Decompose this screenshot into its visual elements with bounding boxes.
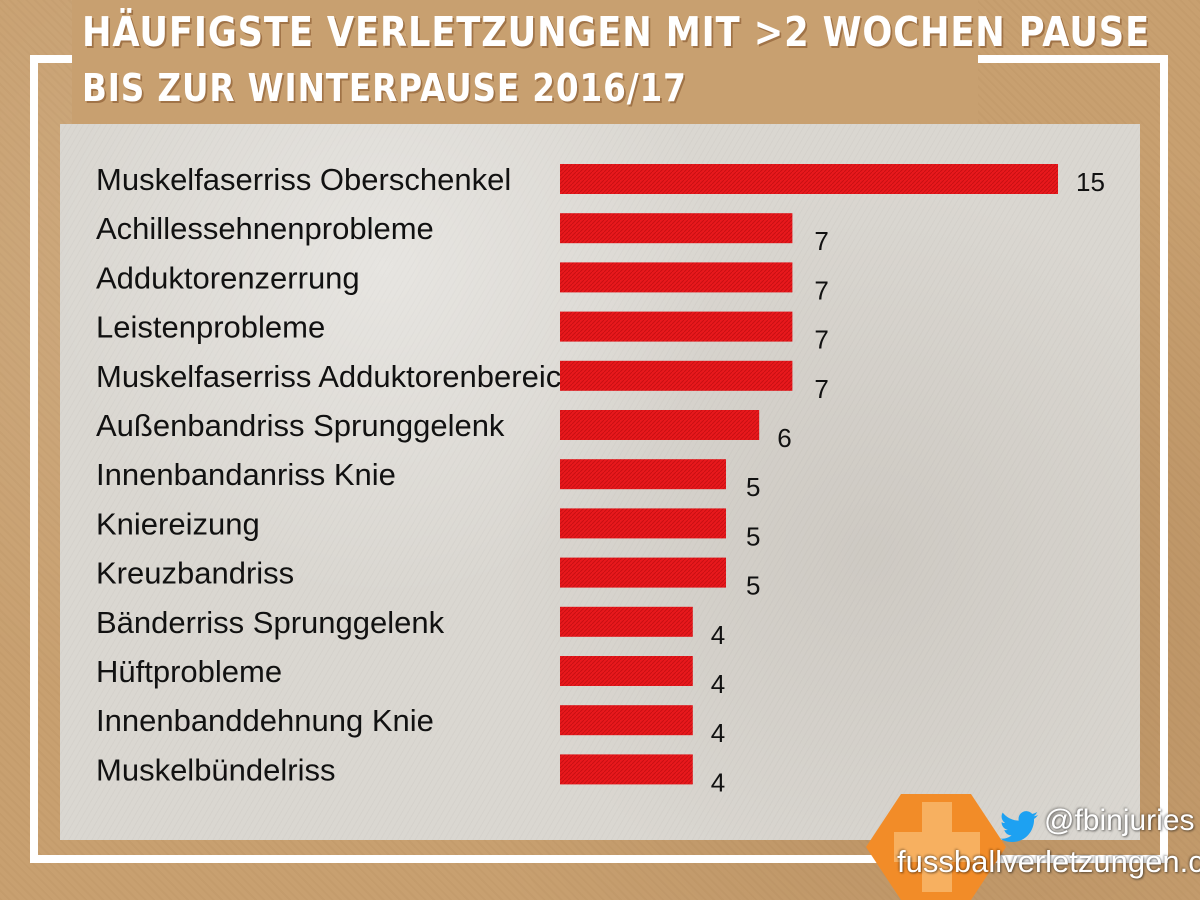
bar — [560, 606, 693, 637]
bar — [560, 311, 793, 342]
data-label: 6 — [777, 423, 791, 453]
bar — [560, 164, 1058, 194]
twitter-bird-icon[interactable] — [1000, 811, 1038, 843]
category-label: Innenbandanriss Knie — [96, 457, 396, 492]
data-label: 5 — [746, 472, 760, 502]
data-label: 5 — [746, 521, 760, 551]
category-label: Kreuzbandriss — [96, 556, 294, 591]
data-label: 4 — [711, 767, 725, 797]
bar — [560, 656, 693, 686]
data-label: 4 — [711, 669, 725, 699]
bar — [560, 459, 726, 490]
data-label: 15 — [1076, 167, 1105, 197]
data-label: 7 — [814, 226, 828, 256]
data-label: 7 — [814, 374, 828, 404]
bar — [560, 705, 693, 736]
category-label: Muskelbündelriss — [96, 752, 336, 787]
bar — [560, 754, 693, 785]
bar — [560, 262, 793, 293]
bar-chart: Muskelfaserriss Oberschenkel 15 Achillesse… — [96, 162, 1105, 797]
bar — [560, 213, 793, 244]
data-label: 4 — [711, 718, 725, 748]
category-label: Muskelfaserriss Oberschenkel — [96, 162, 511, 197]
category-label: Bänderriss Sprunggelenk — [96, 605, 445, 640]
bar — [560, 557, 726, 588]
category-label: Leistenprobleme — [96, 310, 325, 345]
chart-title-line-2: BIS ZUR WINTERPAUSE 2016/17 — [82, 66, 687, 110]
badge-cross-horizontal — [894, 832, 980, 862]
chart-panel: Muskelfaserriss Oberschenkel 15 Achillesse… — [60, 124, 1140, 840]
bar — [560, 360, 793, 391]
category-label: Innenbanddehnung Knie — [96, 703, 434, 738]
category-label: Muskelfaserriss Adduktorenbereich — [96, 359, 578, 394]
website-link[interactable]: fussballverletzungen.com — [897, 844, 1200, 879]
data-label: 5 — [746, 571, 760, 601]
twitter-handle[interactable]: @fbinjuries — [1044, 804, 1195, 837]
chart-title-line-1: HÄUFIGSTE VERLETZUNGEN MIT >2 WOCHEN PAU… — [82, 8, 1151, 56]
category-label: Achillessehnenprobleme — [96, 211, 434, 246]
bar — [560, 508, 726, 539]
data-label: 7 — [814, 275, 828, 305]
title-box: HÄUFIGSTE VERLETZUNGEN MIT >2 WOCHEN PAU… — [72, 0, 1149, 124]
data-label: 7 — [814, 325, 828, 355]
category-label: Adduktorenzerrung — [96, 260, 360, 295]
category-label: Außenbandriss Sprunggelenk — [96, 408, 505, 443]
category-label: Hüftprobleme — [96, 654, 282, 689]
category-label: Kniereizung — [96, 506, 260, 541]
data-label: 4 — [711, 620, 725, 650]
bar — [560, 410, 760, 440]
